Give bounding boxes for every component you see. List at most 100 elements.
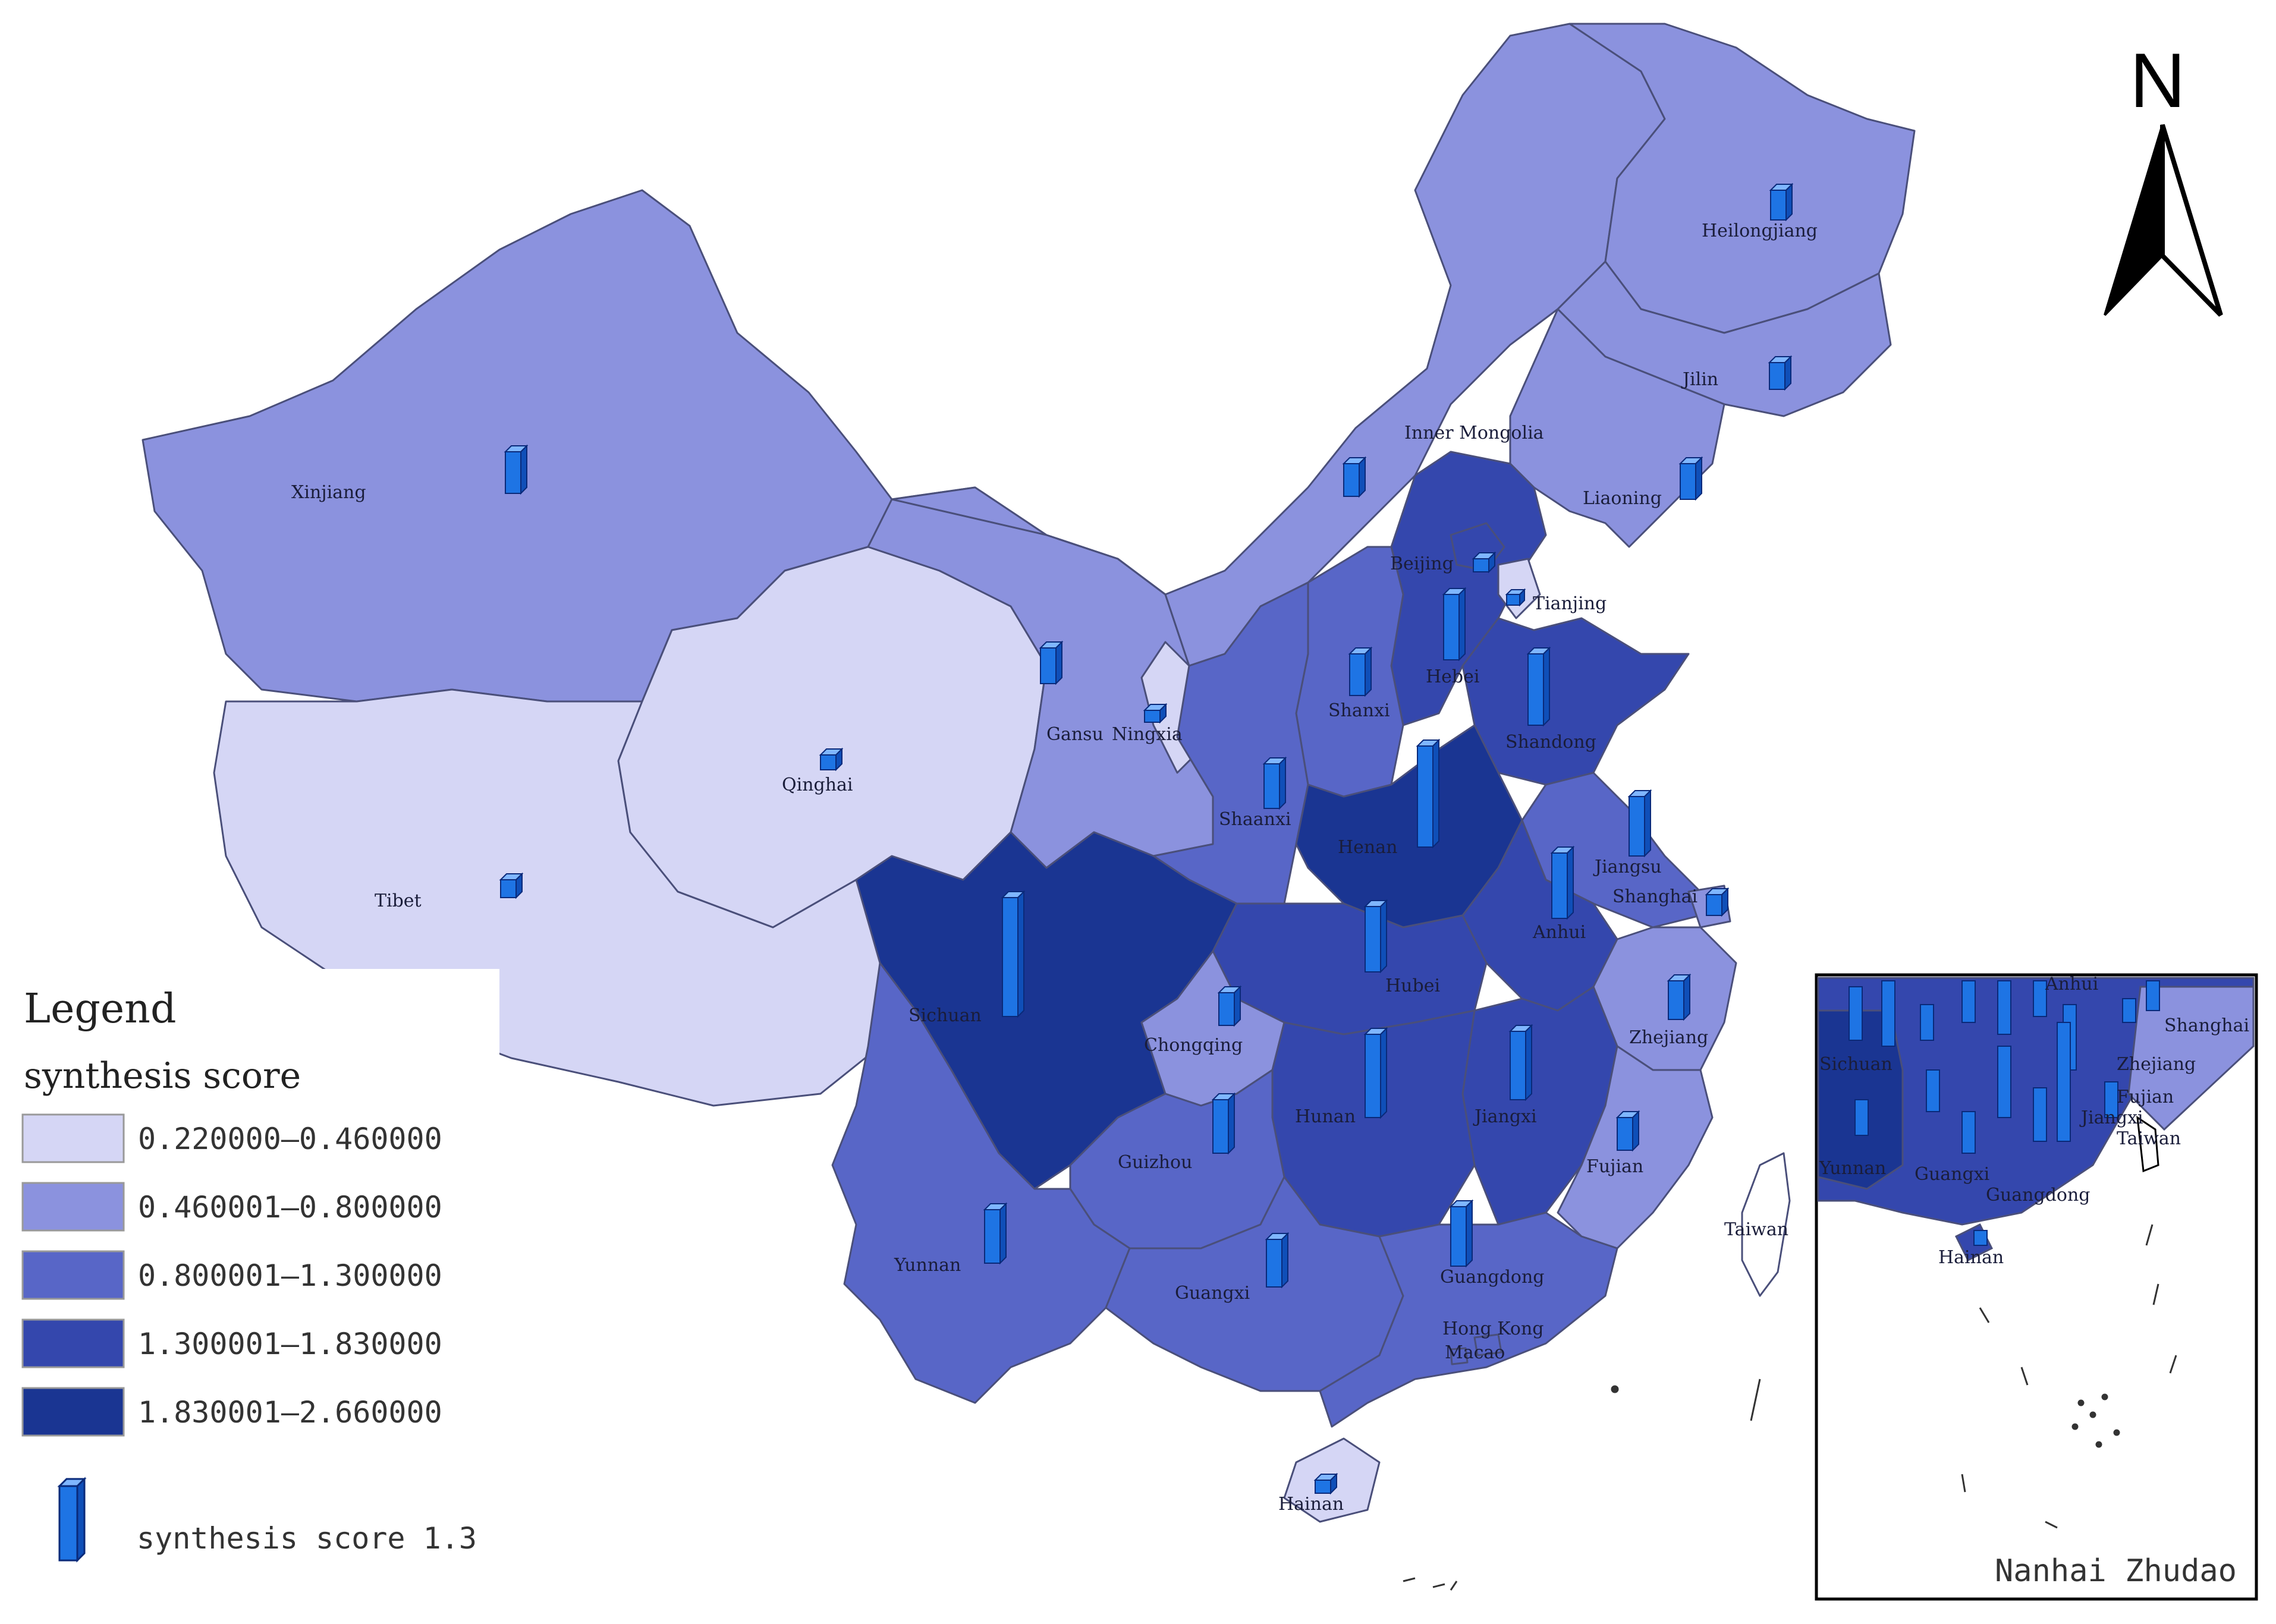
legend-swatch-4 bbox=[21, 1318, 125, 1368]
label-henan: Henan bbox=[1338, 837, 1397, 858]
label-gansu: Gansu bbox=[1046, 724, 1104, 745]
legend-range-5: 1.830001—2.660000 bbox=[138, 1395, 442, 1430]
score-bar-layer bbox=[499, 182, 1794, 1495]
legend-range-2: 0.460001—0.800000 bbox=[138, 1190, 442, 1225]
legend-title: Legend bbox=[24, 986, 177, 1033]
north-arrow: N bbox=[2104, 37, 2223, 317]
label-hebei: Hebei bbox=[1426, 666, 1479, 687]
score-bar-chongqing bbox=[1217, 985, 1242, 1027]
inset-island-fragments bbox=[1961, 1224, 2177, 1529]
score-bar-zhejiang bbox=[1667, 973, 1692, 1021]
inset-label-jiangxi: Jiangxi bbox=[2079, 1107, 2143, 1128]
label-jilin: Jilin bbox=[1681, 369, 1718, 390]
label-macao: Macao bbox=[1445, 1342, 1505, 1363]
score-bar-liaoning bbox=[1678, 456, 1703, 501]
label-zhejiang: Zhejiang bbox=[1629, 1027, 1708, 1048]
label-yunnan: Yunnan bbox=[894, 1255, 961, 1276]
legend-class-list: 0.220000—0.460000 0.460001—0.800000 0.8000… bbox=[21, 1113, 442, 1437]
label-shandong: Shandong bbox=[1505, 732, 1596, 753]
score-bar-xinjiang bbox=[504, 444, 529, 495]
label-hainan: Hainan bbox=[1278, 1494, 1344, 1515]
label-beijing: Beijing bbox=[1390, 553, 1454, 574]
score-bar-gansu bbox=[1039, 640, 1064, 685]
legend-swatch-3 bbox=[21, 1250, 125, 1300]
label-hubei: Hubei bbox=[1385, 975, 1440, 996]
label-anhui: Anhui bbox=[1532, 922, 1586, 943]
label-tibet: Tibet bbox=[375, 890, 422, 911]
score-bar-anhui bbox=[1550, 845, 1575, 920]
label-ningxia: Ningxia bbox=[1112, 724, 1183, 745]
legend-bar-symbol bbox=[57, 1477, 87, 1563]
province-shandong bbox=[1461, 617, 1690, 786]
north-label: N bbox=[2130, 37, 2186, 124]
score-bar-henan bbox=[1416, 738, 1441, 849]
label-shaanxi: Shaanxi bbox=[1219, 809, 1291, 830]
label-hong-kong: Hong Kong bbox=[1442, 1318, 1543, 1339]
inset-label-yunnan: Yunnan bbox=[1819, 1158, 1886, 1179]
island-fragments bbox=[1403, 1378, 1761, 1591]
score-bar-tibet bbox=[499, 872, 524, 899]
score-bar-ningxia bbox=[1143, 703, 1168, 724]
score-bar-inner-mongolia bbox=[1342, 456, 1367, 498]
legend-range-1: 0.220000—0.460000 bbox=[138, 1122, 442, 1156]
province-guangdong bbox=[1319, 1211, 1618, 1428]
province-yunnan bbox=[831, 962, 1131, 1404]
label-inner-mongolia: Inner Mongolia bbox=[1404, 423, 1544, 443]
legend-range-3: 0.800001—1.300000 bbox=[138, 1258, 442, 1293]
score-bar-hubei bbox=[1363, 899, 1388, 974]
score-bar-hunan bbox=[1363, 1027, 1388, 1119]
label-qinghai: Qinghai bbox=[782, 775, 853, 795]
score-bar-yunnan bbox=[983, 1202, 1008, 1265]
legend-swatch-2 bbox=[21, 1182, 125, 1232]
legend-subtitle: synthesis score bbox=[24, 1055, 301, 1097]
score-bar-sichuan bbox=[1001, 890, 1026, 1018]
inset-label-taiwan: Taiwan bbox=[2117, 1128, 2181, 1149]
province-taiwan bbox=[1741, 1152, 1791, 1297]
score-bar-shaanxi bbox=[1262, 756, 1287, 810]
score-bar-guangxi bbox=[1265, 1232, 1290, 1289]
score-bar-guizhou bbox=[1211, 1092, 1236, 1155]
province-macao bbox=[1450, 1347, 1469, 1365]
inset-title: Nanhai Zhudao bbox=[1995, 1553, 2237, 1589]
legend-range-4: 1.300001—1.830000 bbox=[138, 1327, 442, 1361]
score-bar-qinghai bbox=[819, 747, 844, 772]
province-label-layer: Xinjiang Tibet Qinghai Gansu Ningxia Inn… bbox=[291, 221, 1818, 1515]
score-bar-jilin bbox=[1768, 355, 1793, 391]
legend-bar-label: synthesis score 1.3 bbox=[137, 1521, 477, 1556]
label-xinjiang: Xinjiang bbox=[291, 482, 366, 503]
label-jiangsu: Jiangsu bbox=[1593, 857, 1662, 877]
score-bar-fujian bbox=[1615, 1110, 1640, 1152]
inset-label-fujian: Fujian bbox=[2117, 1087, 2174, 1107]
label-liaoning: Liaoning bbox=[1583, 488, 1662, 509]
legend-swatch-5 bbox=[21, 1387, 125, 1437]
nanhai-inset: Sichuan Yunnan Guangxi Guangdong Hainan … bbox=[1815, 973, 2258, 1601]
score-bar-hebei bbox=[1442, 587, 1467, 662]
score-bar-guangdong bbox=[1449, 1199, 1474, 1268]
score-bar-hainan bbox=[1313, 1472, 1338, 1495]
map-legend: Legend synthesis score 0.220000—0.460000… bbox=[12, 969, 499, 1575]
label-chongqing: Chongqing bbox=[1144, 1035, 1243, 1056]
score-bar-jiangsu bbox=[1627, 789, 1652, 858]
inset-label-zhejiang: Zhejiang bbox=[2117, 1054, 2196, 1075]
label-taiwan: Taiwan bbox=[1724, 1219, 1788, 1240]
label-shanxi: Shanxi bbox=[1328, 700, 1390, 721]
label-guangxi: Guangxi bbox=[1175, 1283, 1250, 1304]
label-heilongjiang: Heilongjiang bbox=[1702, 221, 1818, 241]
label-guizhou: Guizhou bbox=[1118, 1152, 1192, 1173]
inset-label-anhui: Anhui bbox=[2045, 974, 2098, 994]
score-bar-tianjing bbox=[1505, 588, 1526, 607]
label-shanghai: Shanghai bbox=[1612, 886, 1697, 907]
score-bar-shanxi bbox=[1348, 646, 1373, 697]
score-bar-beijing bbox=[1472, 551, 1497, 574]
inset-label-sichuan: Sichuan bbox=[1819, 1054, 1893, 1075]
inset-label-hainan: Hainan bbox=[1938, 1247, 2004, 1268]
inset-label-guangxi: Guangxi bbox=[1915, 1164, 1989, 1185]
label-sichuan: Sichuan bbox=[908, 1005, 982, 1026]
label-tianjing: Tianjing bbox=[1533, 593, 1607, 614]
score-bar-shanghai bbox=[1705, 887, 1730, 917]
label-guangdong: Guangdong bbox=[1440, 1267, 1545, 1288]
score-bar-heilongjiang bbox=[1769, 182, 1794, 222]
inset-label-guangdong: Guangdong bbox=[1986, 1185, 2090, 1206]
label-hunan: Hunan bbox=[1295, 1106, 1356, 1127]
legend-swatch-1 bbox=[21, 1113, 125, 1163]
